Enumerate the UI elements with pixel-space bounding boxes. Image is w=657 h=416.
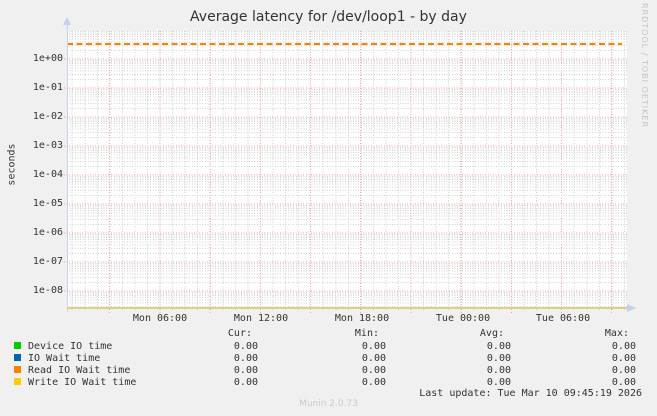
- legend-label: Device IO time: [28, 341, 113, 352]
- legend-swatch-io-wait: [14, 354, 21, 361]
- legend-cur-value: 0.00: [233, 377, 258, 388]
- y-tick-label: 1e-08: [32, 285, 63, 296]
- y-tick-label: 1e-01: [32, 82, 63, 93]
- legend-avg-value: 0.00: [486, 365, 511, 376]
- x-axis-arrow-icon: [627, 304, 636, 312]
- x-tick-label: Tue 06:00: [535, 313, 591, 324]
- legend-avg-value: 0.00: [486, 341, 511, 352]
- legend-label: Read IO Wait time: [28, 365, 131, 376]
- legend-label: Write IO Wait time: [28, 377, 137, 388]
- legend-header-cur: Cur:: [227, 328, 252, 339]
- legend-cur-value: 0.00: [233, 353, 258, 364]
- rrdtool-watermark: RRDTOOL / TOBI OETIKER: [640, 3, 649, 129]
- legend-max-value: 0.00: [611, 365, 636, 376]
- zero-value-series-line: [67, 307, 627, 309]
- legend-min-value: 0.00: [361, 365, 386, 376]
- legend-min-value: 0.00: [361, 377, 386, 388]
- legend-avg-value: 0.00: [486, 377, 511, 388]
- y-axis-line: [67, 24, 68, 312]
- y-tick-label: 1e-06: [32, 227, 63, 238]
- legend-swatch-read-io-wait: [14, 366, 21, 373]
- y-tick-label: 1e-04: [32, 169, 63, 180]
- legend-cur-value: 0.00: [233, 341, 258, 352]
- legend-label: IO Wait time: [28, 353, 101, 364]
- y-tick-label: 1e-05: [32, 198, 63, 209]
- legend-avg-value: 0.00: [486, 353, 511, 364]
- y-tick-label: 1e-02: [32, 111, 63, 122]
- legend-swatch-device-io: [14, 342, 21, 349]
- legend-swatch-write-io-wait: [14, 378, 21, 385]
- plot-area: [64, 30, 630, 314]
- x-tick-label: Mon 12:00: [233, 313, 289, 324]
- legend-header-max: Max:: [604, 328, 629, 339]
- legend-max-value: 0.00: [611, 377, 636, 388]
- legend-header-min: Min:: [354, 328, 379, 339]
- legend-max-value: 0.00: [611, 341, 636, 352]
- munin-version-text: Munin 2.0.73: [299, 399, 358, 409]
- legend-max-value: 0.00: [611, 353, 636, 364]
- legend-cur-value: 0.00: [233, 365, 258, 376]
- x-tick-label: Mon 18:00: [334, 313, 390, 324]
- y-axis-unit-label: seconds: [6, 143, 18, 186]
- y-tick-label: 1e+00: [32, 53, 63, 64]
- y-tick-label: 1e-07: [32, 256, 63, 267]
- legend-min-value: 0.00: [361, 353, 386, 364]
- chart-title: Average latency for /dev/loop1 - by day: [190, 9, 467, 25]
- x-tick-label: Mon 06:00: [132, 313, 188, 324]
- last-update-text: Last update: Tue Mar 10 09:45:19 2026: [419, 388, 642, 399]
- grid-and-series-svg: [64, 30, 627, 313]
- legend-min-value: 0.00: [361, 341, 386, 352]
- y-axis-arrow-icon: [63, 17, 71, 25]
- y-tick-label: 1e-03: [32, 140, 63, 151]
- x-tick-label: Tue 00:00: [435, 313, 491, 324]
- legend-header-avg: Avg:: [479, 328, 504, 339]
